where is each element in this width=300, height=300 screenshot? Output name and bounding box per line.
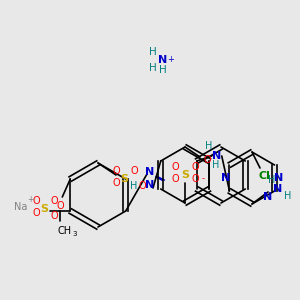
Text: 3: 3 [72, 231, 76, 237]
Text: CH: CH [57, 226, 71, 236]
Text: O: O [56, 201, 64, 211]
Text: H: H [268, 175, 276, 185]
Text: H: H [284, 191, 292, 201]
Text: O: O [32, 208, 40, 218]
Text: O: O [138, 181, 146, 191]
Text: O: O [191, 174, 199, 184]
Text: S: S [181, 170, 189, 180]
Text: S: S [40, 204, 48, 214]
Text: N: N [262, 193, 272, 202]
Text: N: N [221, 173, 230, 183]
Text: O: O [112, 166, 120, 176]
Text: S: S [120, 174, 128, 184]
Text: O: O [171, 174, 179, 184]
Text: N: N [274, 173, 283, 183]
Text: O: O [32, 196, 40, 206]
Text: H: H [159, 65, 167, 75]
Text: O: O [50, 211, 58, 221]
Text: O: O [191, 162, 199, 172]
Text: O: O [50, 196, 58, 206]
Text: +: + [168, 56, 174, 64]
Text: N: N [212, 151, 221, 161]
Text: O: O [130, 166, 138, 176]
Text: +: + [27, 194, 34, 203]
Text: H: H [212, 160, 220, 170]
Text: N: N [146, 180, 154, 190]
Text: O: O [203, 155, 211, 165]
Text: H: H [205, 141, 212, 151]
Text: H: H [130, 181, 138, 191]
Text: O: O [112, 178, 120, 188]
Text: H: H [149, 63, 157, 73]
Text: -: - [202, 175, 205, 184]
Text: N: N [146, 167, 154, 177]
Text: H: H [149, 47, 157, 57]
Text: O: O [171, 162, 179, 172]
Text: N: N [158, 55, 168, 65]
Text: Cl: Cl [258, 171, 270, 181]
Text: Na: Na [14, 202, 27, 212]
Text: N: N [273, 184, 283, 194]
